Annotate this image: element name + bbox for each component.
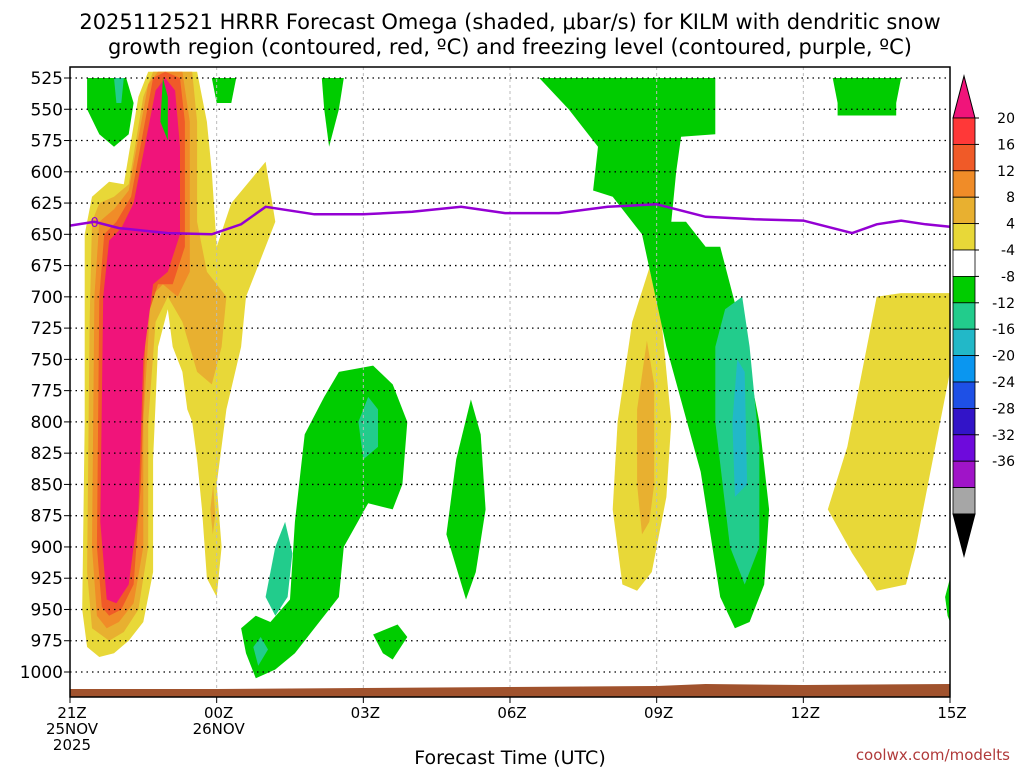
y-tick-label: 675 — [31, 257, 63, 277]
colorbar-tick-label: -8 — [1001, 269, 1015, 285]
colorbar-tick-label: -20 — [992, 349, 1015, 365]
y-tick-label: 700 — [31, 288, 63, 308]
colorbar-segment — [952, 170, 976, 198]
x-tick-label: 15Z — [937, 704, 966, 722]
colorbar-segment — [952, 381, 976, 409]
colorbar-tick-label: -36 — [992, 454, 1015, 470]
y-tick-label: 625 — [31, 194, 63, 214]
colorbar-tick-label: 12 — [997, 164, 1015, 180]
x-tick-label: 00Z — [204, 704, 233, 722]
colorbar-segment — [952, 249, 976, 277]
credit-text[interactable]: coolwx.com/modelts — [856, 746, 1010, 764]
omega-negative-region--4 — [321, 78, 344, 147]
omega-positive-region-8 — [637, 340, 655, 535]
colorbar-segment — [952, 487, 976, 515]
colorbar-tick-label: -32 — [992, 428, 1015, 444]
y-tick-label: 875 — [31, 507, 63, 527]
omega-negative-region--4 — [373, 624, 408, 660]
colorbar-segment — [952, 407, 976, 436]
omega-negative-region--8 — [265, 521, 293, 616]
colorbar-tick-label: 16 — [997, 137, 1015, 153]
omega-shading — [82, 71, 950, 679]
omega-positive-region-20 — [100, 78, 180, 604]
colorbar-segment — [952, 117, 976, 145]
colorbar-bottom-arrow — [952, 513, 976, 558]
colorbar-tick-label: -28 — [992, 401, 1015, 417]
x-tick-label: 03Z — [351, 704, 380, 722]
y-tick-label: 975 — [31, 632, 63, 652]
y-tick-label: 925 — [31, 569, 63, 589]
y-tick-label: 575 — [31, 132, 63, 152]
x-tick-label: 21Z — [57, 704, 86, 722]
omega-negative-region--8 — [358, 396, 378, 460]
freezing-level-label: 0 — [90, 216, 98, 231]
colorbar-segment — [952, 196, 976, 224]
y-tick-label: 850 — [31, 475, 63, 495]
x-tick-label: 2025 — [53, 736, 91, 754]
y-tick-label: 900 — [31, 538, 63, 558]
colorbar-tick-label: 4 — [1006, 217, 1015, 233]
colorbar-tick-label: -16 — [992, 322, 1015, 338]
colorbar-tick-label: 8 — [1006, 190, 1015, 206]
y-tick-label: 800 — [31, 413, 63, 433]
y-tick-label: 950 — [31, 600, 63, 620]
chart-title-line1: 2025112521 HRRR Forecast Omega (shaded, … — [79, 10, 940, 34]
x-tick-label: 26NOV — [193, 720, 246, 738]
colorbar-top-arrow — [952, 74, 976, 119]
freezing-level-line: 0 — [69, 203, 951, 236]
omega-negative-region--4 — [539, 78, 770, 629]
y-tick-label: 1000 — [20, 663, 63, 683]
omega-negative-region--12 — [732, 359, 748, 497]
y-tick-label: 725 — [31, 319, 63, 339]
y-tick-label: 525 — [31, 69, 63, 89]
omega-positive-region-4 — [827, 293, 950, 591]
colorbar-segment — [952, 355, 976, 383]
omega-negative-region--4 — [832, 78, 902, 116]
gridlines — [70, 67, 950, 697]
plot-area: 0 — [69, 66, 951, 698]
colorbar-segment — [952, 275, 976, 304]
y-tick-label: 650 — [31, 225, 63, 245]
omega-negative-region--4 — [211, 78, 237, 103]
chart-title-line2: growth region (contoured, red, ºC) and f… — [108, 35, 912, 59]
y-tick-label: 750 — [31, 350, 63, 370]
x-axis-label: Forecast Time (UTC) — [414, 747, 605, 768]
colorbar-segment — [952, 460, 976, 489]
colorbar-segment — [952, 143, 976, 172]
y-tick-label: 600 — [31, 163, 63, 183]
colorbar: 20 16 12 8 4 -4 -8 -12 -16 -20 -24 -28 -32 -36 — [952, 74, 1015, 558]
y-axis-ticks: 525 550 575 600 625 650 675 700 725 750 775 800 825 8… — [20, 69, 70, 683]
omega-negative-region--8 — [114, 78, 124, 103]
colorbar-tick-label: 20 — [997, 111, 1015, 127]
y-tick-label: 825 — [31, 444, 63, 464]
colorbar-segment — [952, 223, 976, 251]
x-tick-label: 25NOV — [46, 720, 99, 738]
y-tick-label: 775 — [31, 382, 63, 402]
colorbar-segment — [952, 302, 976, 330]
colorbar-tick-label: -12 — [992, 296, 1015, 312]
freezing-level-contour — [69, 203, 951, 236]
x-tick-label: 06Z — [497, 704, 526, 722]
colorbar-segment — [952, 328, 976, 357]
omega-negative-region--4 — [446, 399, 486, 600]
colorbar-tick-label: -24 — [992, 375, 1015, 391]
x-tick-label: 09Z — [644, 704, 673, 722]
omega-negative-region--8 — [253, 637, 268, 666]
y-tick-label: 550 — [31, 100, 63, 120]
omega-positive-region-8 — [210, 484, 216, 535]
omega-negative-region--4 — [945, 578, 950, 622]
colorbar-segment — [952, 434, 976, 462]
ground-surface — [70, 684, 950, 697]
colorbar-tick-label: -4 — [1001, 243, 1015, 259]
x-tick-label: 12Z — [791, 704, 820, 722]
